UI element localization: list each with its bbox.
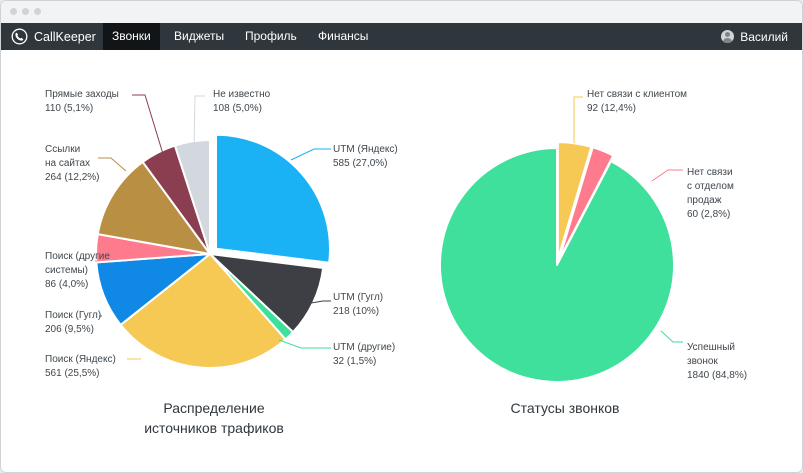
label-search-other-name-line1: Поиск (другие <box>45 251 110 262</box>
traffic-sources-title-line1: Распределение <box>163 400 265 416</box>
label-no-sales-name-line2: с отделом <box>687 181 734 192</box>
label-direct-value: 110 (5,1%) <box>45 103 93 114</box>
charts-area: UTM (Яндекс) 585 (27,0%) UTM (Гугл) 218 … <box>45 89 747 436</box>
top-navbar: CallKeeper Звонки Виджеты Профиль Финанс… <box>1 23 802 50</box>
label-utm-yandex-name: UTM (Яндекс) <box>333 144 398 155</box>
nav-item-calls[interactable]: Звонки <box>103 23 160 50</box>
phone-icon <box>11 28 28 45</box>
label-no-client-value: 92 (12,4%) <box>587 103 636 114</box>
traffic-sources-title-line2: источников трафиков <box>144 420 284 436</box>
window-minimize-button[interactable] <box>22 8 29 15</box>
call-status-pie <box>439 141 675 383</box>
pie-slice-search-yandex[interactable] <box>119 253 287 369</box>
leader-line-utm-yandex <box>290 148 331 161</box>
call-status-leader-lines <box>573 96 683 343</box>
window-maximize-button[interactable] <box>34 8 41 15</box>
leader-line-no-client <box>573 96 583 143</box>
traffic-sources-pie <box>95 133 331 369</box>
pie-slice-no-client[interactable] <box>556 141 593 261</box>
label-search-google-name: Поиск (Гугл) <box>45 310 101 321</box>
leader-line-direct <box>132 94 164 155</box>
label-search-yandex-name: Поиск (Яндекс) <box>45 354 116 365</box>
user-menu[interactable]: Василий <box>721 23 788 50</box>
label-links-name-line2: на сайтах <box>45 158 90 169</box>
call-status-title: Статусы звонков <box>511 400 620 416</box>
label-unknown-value: 108 (5,0%) <box>213 103 262 114</box>
traffic-sources-labels: UTM (Яндекс) 585 (27,0%) UTM (Гугл) 218 … <box>45 89 398 379</box>
label-search-google-value: 206 (9,5%) <box>45 324 94 335</box>
label-success-name-line1: Успешный <box>687 342 735 353</box>
label-unknown-name: Не известно <box>213 89 271 100</box>
label-utm-other-name: UTM (другие) <box>333 342 395 353</box>
user-avatar-icon <box>721 30 735 43</box>
pie-slice-unknown[interactable] <box>173 139 211 255</box>
label-utm-google-value: 218 (10%) <box>333 306 379 317</box>
traffic-sources-leader-lines <box>95 94 331 360</box>
leader-line-utm-google <box>310 300 331 304</box>
label-success-name-line2: звонок <box>687 356 718 367</box>
call-status-chart: Нет связи с клиентом 92 (12,4%) Нет связ… <box>439 89 747 416</box>
label-utm-other-value: 32 (1,5%) <box>333 356 376 367</box>
label-search-other-name-line2: системы) <box>45 265 88 276</box>
leader-line-links <box>98 157 127 172</box>
leader-line-unknown <box>193 95 205 149</box>
call-status-labels: Нет связи с клиентом 92 (12,4%) Нет связ… <box>587 89 747 381</box>
label-no-sales-value: 60 (2,8%) <box>687 209 730 220</box>
window-titlebar <box>1 1 802 24</box>
label-links-name-line1: Ссылки <box>45 144 80 155</box>
label-no-sales-name-line3: продаж <box>687 195 722 206</box>
label-direct-name: Прямые заходы <box>45 89 119 100</box>
nav-item-profile[interactable]: Профиль <box>245 29 297 43</box>
app-logo[interactable]: CallKeeper <box>11 27 96 46</box>
leader-line-utm-other <box>278 339 331 349</box>
pie-slice-utm-yandex[interactable] <box>214 133 331 264</box>
window-close-button[interactable] <box>10 8 17 15</box>
pie-slice-links[interactable] <box>96 160 211 255</box>
label-search-other-value: 86 (4,0%) <box>45 279 88 290</box>
label-utm-yandex-value: 585 (27,0%) <box>333 158 387 169</box>
label-search-yandex-value: 561 (25,5%) <box>45 368 99 379</box>
pie-slice-success[interactable] <box>439 147 675 383</box>
nav-item-widgets[interactable]: Виджеты <box>174 29 225 43</box>
leader-line-success <box>660 330 683 343</box>
user-name: Василий <box>740 29 788 44</box>
app-logo-text: CallKeeper <box>34 29 96 44</box>
traffic-sources-chart: UTM (Яндекс) 585 (27,0%) UTM (Гугл) 218 … <box>45 89 398 436</box>
label-success-value: 1840 (84,8%) <box>687 370 747 381</box>
label-no-client-name: Нет связи с клиентом <box>587 89 687 100</box>
label-utm-google-name: UTM (Гугл) <box>333 292 383 303</box>
label-no-sales-name-line1: Нет связи <box>687 167 733 178</box>
pie-slice-no-sales[interactable] <box>558 146 615 261</box>
leader-line-no-sales <box>651 169 683 182</box>
nav-item-finance[interactable]: Финансы <box>318 29 369 43</box>
label-links-value: 264 (12,2%) <box>45 172 99 183</box>
